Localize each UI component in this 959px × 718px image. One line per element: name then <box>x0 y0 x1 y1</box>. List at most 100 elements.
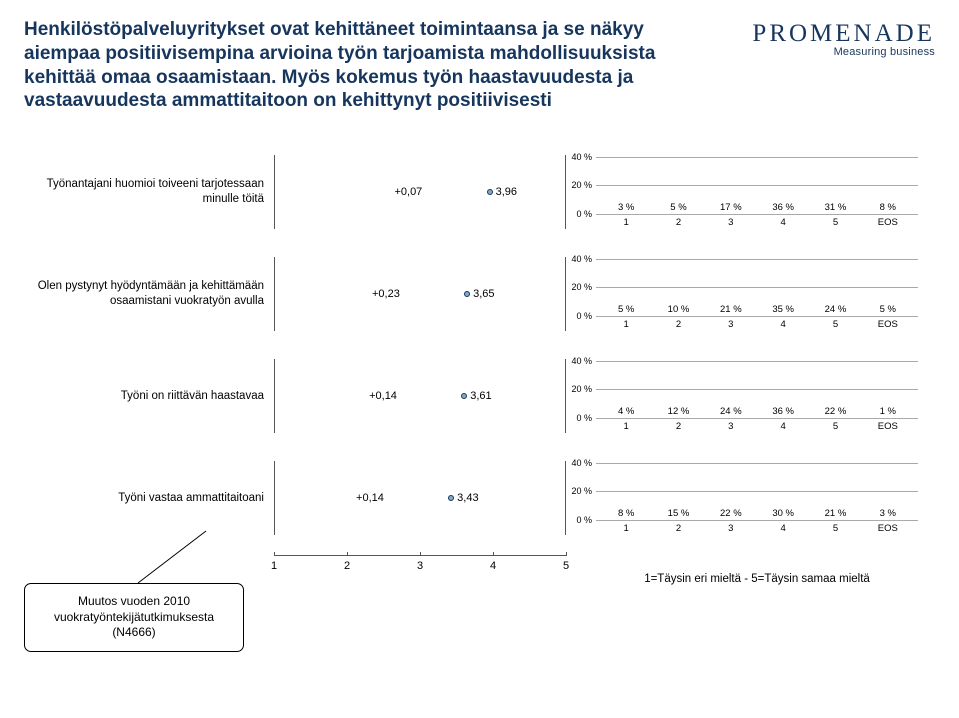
gridline <box>596 520 918 521</box>
bar-value: 22 % <box>825 406 847 417</box>
x-tick-label: 3 <box>705 217 757 228</box>
bar-slot: 5 % <box>652 202 704 214</box>
axis-tick <box>274 552 275 556</box>
mean-value: 3,65 <box>473 288 494 300</box>
x-tick-label: 3 <box>705 319 757 330</box>
mean-chart: +0,23 3,65 <box>274 257 566 331</box>
y-tick-label: 0 % <box>562 209 592 219</box>
x-tick-label: EOS <box>862 523 914 534</box>
x-tick-label: 4 <box>757 421 809 432</box>
y-tick-label: 20 % <box>562 282 592 292</box>
gridline <box>596 316 918 317</box>
bar-slot: 17 % <box>705 202 757 214</box>
logo: PROMENADE Measuring business <box>735 18 935 58</box>
x-tick-label: 5 <box>809 421 861 432</box>
page-title: Henkilöstöpalveluyritykset ovat kehittän… <box>24 18 715 113</box>
row-label: Työnantajani huomioi toiveeni tarjotessa… <box>24 177 274 207</box>
bar-value: 31 % <box>825 202 847 213</box>
y-tick-label: 0 % <box>562 311 592 321</box>
bar-slot: 5 % <box>862 304 914 316</box>
chart-row: Työni vastaa ammattitaitoani +0,14 3,43 0 %… <box>24 461 935 535</box>
bar-value: 5 % <box>670 202 686 213</box>
y-tick-label: 0 % <box>562 515 592 525</box>
axis-tick-label: 5 <box>563 560 569 572</box>
distribution-chart: 0 %20 %40 %3 %5 %17 %36 %31 %8 %12345EOS <box>596 157 918 228</box>
mean-chart: +0,14 3,43 <box>274 461 566 535</box>
x-tick-label: 2 <box>652 319 704 330</box>
bar-slot: 35 % <box>757 304 809 316</box>
bar-slot: 15 % <box>652 508 704 520</box>
row-label: Olen pystynyt hyödyntämään ja kehittämää… <box>24 279 274 309</box>
axis-tick-label: 2 <box>344 560 350 572</box>
mean-marker <box>448 495 454 501</box>
mean-marker <box>487 189 493 195</box>
x-labels: 12345EOS <box>596 215 918 228</box>
x-tick-label: 4 <box>757 217 809 228</box>
bars: 3 % 5 % 17 % 36 % 31 % 8 % <box>600 157 914 214</box>
row-label: Työni on riittävän haastavaa <box>24 389 274 404</box>
bars: 5 %10 %21 %35 %24 %5 % <box>600 259 914 316</box>
bar-slot: 1 % <box>862 406 914 418</box>
x-tick-label: 2 <box>652 523 704 534</box>
bar-slot: 24 % <box>705 406 757 418</box>
dist-plot: 0 %20 %40 %4 %12 %24 %36 %22 %1 % <box>596 361 918 419</box>
bar-slot: 12 % <box>652 406 704 418</box>
bar-value: 12 % <box>668 406 690 417</box>
bar-value: 8 % <box>880 202 896 213</box>
axis-tick <box>347 552 348 556</box>
bar-slot: 8 % <box>862 202 914 214</box>
chart-row: Olen pystynyt hyödyntämään ja kehittämää… <box>24 257 935 331</box>
dist-plot: 0 %20 %40 %3 %5 %17 %36 %31 %8 % <box>596 157 918 215</box>
x-tick-label: EOS <box>862 421 914 432</box>
bar-value: 36 % <box>772 202 794 213</box>
y-tick-label: 40 % <box>562 254 592 264</box>
x-tick-label: 4 <box>757 523 809 534</box>
delta-label: +0,07 <box>392 186 424 198</box>
scale-legend: 1=Täysin eri mieltä - 5=Täysin samaa mie… <box>596 555 918 585</box>
axis-tick-label: 3 <box>417 560 423 572</box>
y-tick-label: 40 % <box>562 152 592 162</box>
bar-slot: 31 % <box>809 202 861 214</box>
delta-label: +0,14 <box>354 492 386 504</box>
x-tick-label: 1 <box>600 523 652 534</box>
axis-tick <box>566 552 567 556</box>
mean-value: 3,61 <box>470 390 491 402</box>
axis-tick-label: 4 <box>490 560 496 572</box>
header: Henkilöstöpalveluyritykset ovat kehittän… <box>24 18 935 113</box>
bar-slot: 30 % <box>757 508 809 520</box>
mean-chart: +0,14 3,61 <box>274 359 566 433</box>
x-tick-label: 2 <box>652 217 704 228</box>
mean-marker <box>464 291 470 297</box>
bar-slot: 10 % <box>652 304 704 316</box>
bar-slot: 3 % <box>600 202 652 214</box>
bar-value: 35 % <box>772 304 794 315</box>
bar-slot: 24 % <box>809 304 861 316</box>
x-tick-label: 1 <box>600 319 652 330</box>
y-tick-label: 40 % <box>562 458 592 468</box>
bar-value: 5 % <box>618 304 634 315</box>
x-tick-label: EOS <box>862 319 914 330</box>
axis-tick <box>420 552 421 556</box>
delta-label: +0,23 <box>370 288 402 300</box>
bar-value: 3 % <box>880 508 896 519</box>
bar-slot: 22 % <box>809 406 861 418</box>
x-tick-label: 2 <box>652 421 704 432</box>
row-label: Työni vastaa ammattitaitoani <box>24 491 274 506</box>
x-labels: 12345EOS <box>596 521 918 534</box>
bar-value: 22 % <box>720 508 742 519</box>
bar-slot: 3 % <box>862 508 914 520</box>
mean-chart: +0,073,96 <box>274 155 566 229</box>
gridline <box>596 418 918 419</box>
bar-slot: 36 % <box>757 202 809 214</box>
bar-slot: 4 % <box>600 406 652 418</box>
mean-marker <box>461 393 467 399</box>
distribution-chart: 0 %20 %40 %4 %12 %24 %36 %22 %1 %12345EO… <box>596 361 918 432</box>
delta-label: +0,14 <box>367 390 399 402</box>
bar-value: 1 % <box>880 406 896 417</box>
x-tick-label: 1 <box>600 421 652 432</box>
mean-value: 3,43 <box>457 492 478 504</box>
chart-row: Työnantajani huomioi toiveeni tarjotessa… <box>24 155 935 229</box>
y-tick-label: 20 % <box>562 180 592 190</box>
x-tick-label: 3 <box>705 421 757 432</box>
axis-tick <box>493 552 494 556</box>
